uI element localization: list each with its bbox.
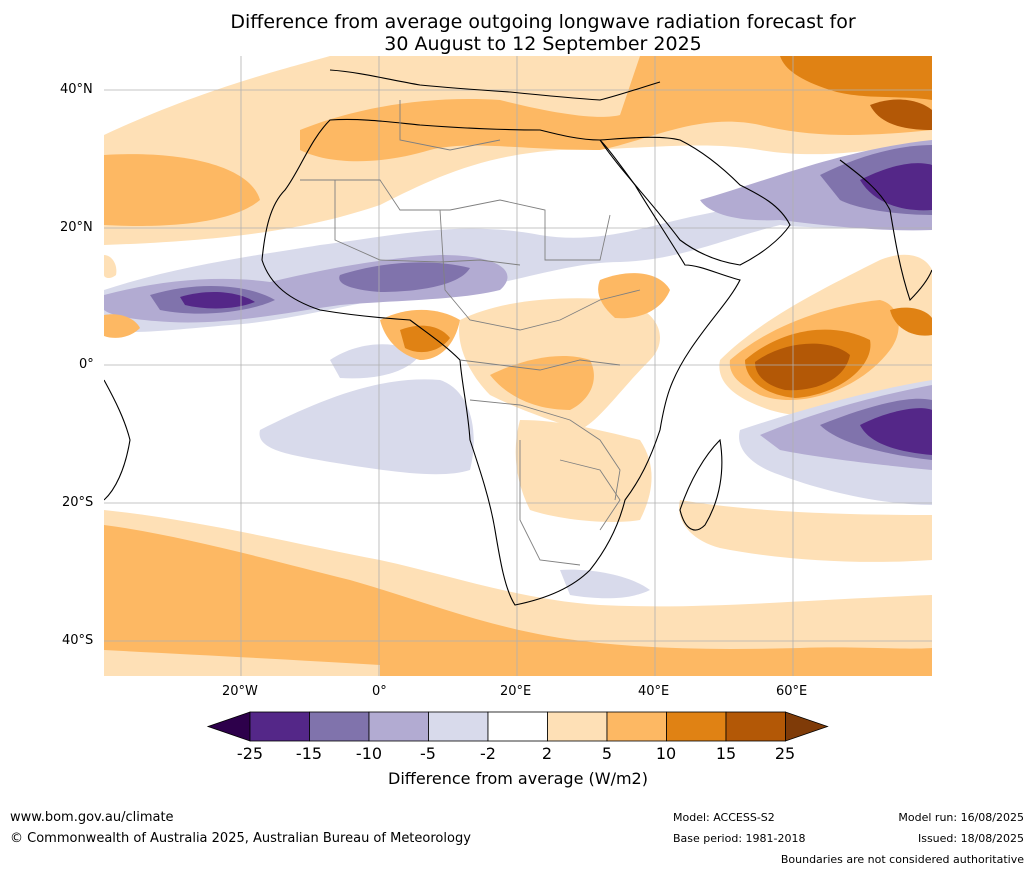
footer-copyright: © Commonwealth of Australia 2025, Austra…: [10, 831, 471, 846]
colorbar-segment: [725, 711, 786, 742]
colorbar-extend-low: [206, 711, 251, 742]
colorbar-tick: 2: [541, 744, 553, 763]
colorbar-segment: [368, 711, 429, 742]
colorbar-tick: 5: [601, 744, 613, 763]
lon-label-40e: 40°E: [638, 684, 670, 699]
lat-label-20s: 20°S: [62, 495, 94, 510]
colorbar-segment: [606, 711, 667, 742]
colorbar-segment: [428, 711, 489, 742]
footer-issued: Issued: 18/08/2025: [917, 832, 1024, 845]
colorbar-tick: 10: [655, 744, 677, 763]
colorbar-tick: -2: [480, 744, 496, 763]
lat-label-0: 0°: [79, 357, 94, 372]
lon-label-60e: 60°E: [776, 684, 808, 699]
map-title-line2: 30 August to 12 September 2025: [384, 33, 702, 55]
footer-model-run: Model run: 16/08/2025: [898, 811, 1024, 824]
lon-label-20w: 20°W: [222, 684, 258, 699]
colorbar-segment: [487, 711, 548, 742]
lon-label-20e: 20°E: [500, 684, 532, 699]
lon-label-0: 0°: [372, 684, 387, 699]
colorbar-tick: -10: [355, 744, 383, 763]
lat-label-20n: 20°N: [60, 220, 93, 235]
colorbar-tick: -15: [295, 744, 323, 763]
colorbar-tick: -25: [236, 744, 264, 763]
colorbar-segment: [309, 711, 370, 742]
graticule: [104, 56, 932, 676]
colorbar-segment: [249, 711, 310, 742]
coastlines: [104, 69, 932, 606]
colorbar-title: Difference from average (W/m2): [388, 769, 648, 788]
colorbar-tick: 15: [715, 744, 737, 763]
colorbar-segment: [547, 711, 608, 742]
footer-website: www.bom.gov.au/climate: [10, 810, 174, 825]
lat-label-40s: 40°S: [62, 633, 94, 648]
footer-disclaimer: Boundaries are not considered authoritat…: [780, 853, 1024, 866]
colorbar-extend-high: [785, 711, 829, 742]
anomaly-field: [104, 56, 932, 676]
country-borders: [300, 100, 641, 566]
lat-label-40n: 40°N: [60, 82, 93, 97]
footer-base-period: Base period: 1981-2018: [673, 832, 806, 845]
footer-model: Model: ACCESS-S2: [673, 811, 775, 824]
colorbar-tick: -5: [420, 744, 436, 763]
colorbar-segment: [666, 711, 727, 742]
colorbar: [206, 711, 829, 742]
colorbar-tick: 25: [774, 744, 796, 763]
map-title-line1: Difference from average outgoing longwav…: [230, 11, 856, 33]
